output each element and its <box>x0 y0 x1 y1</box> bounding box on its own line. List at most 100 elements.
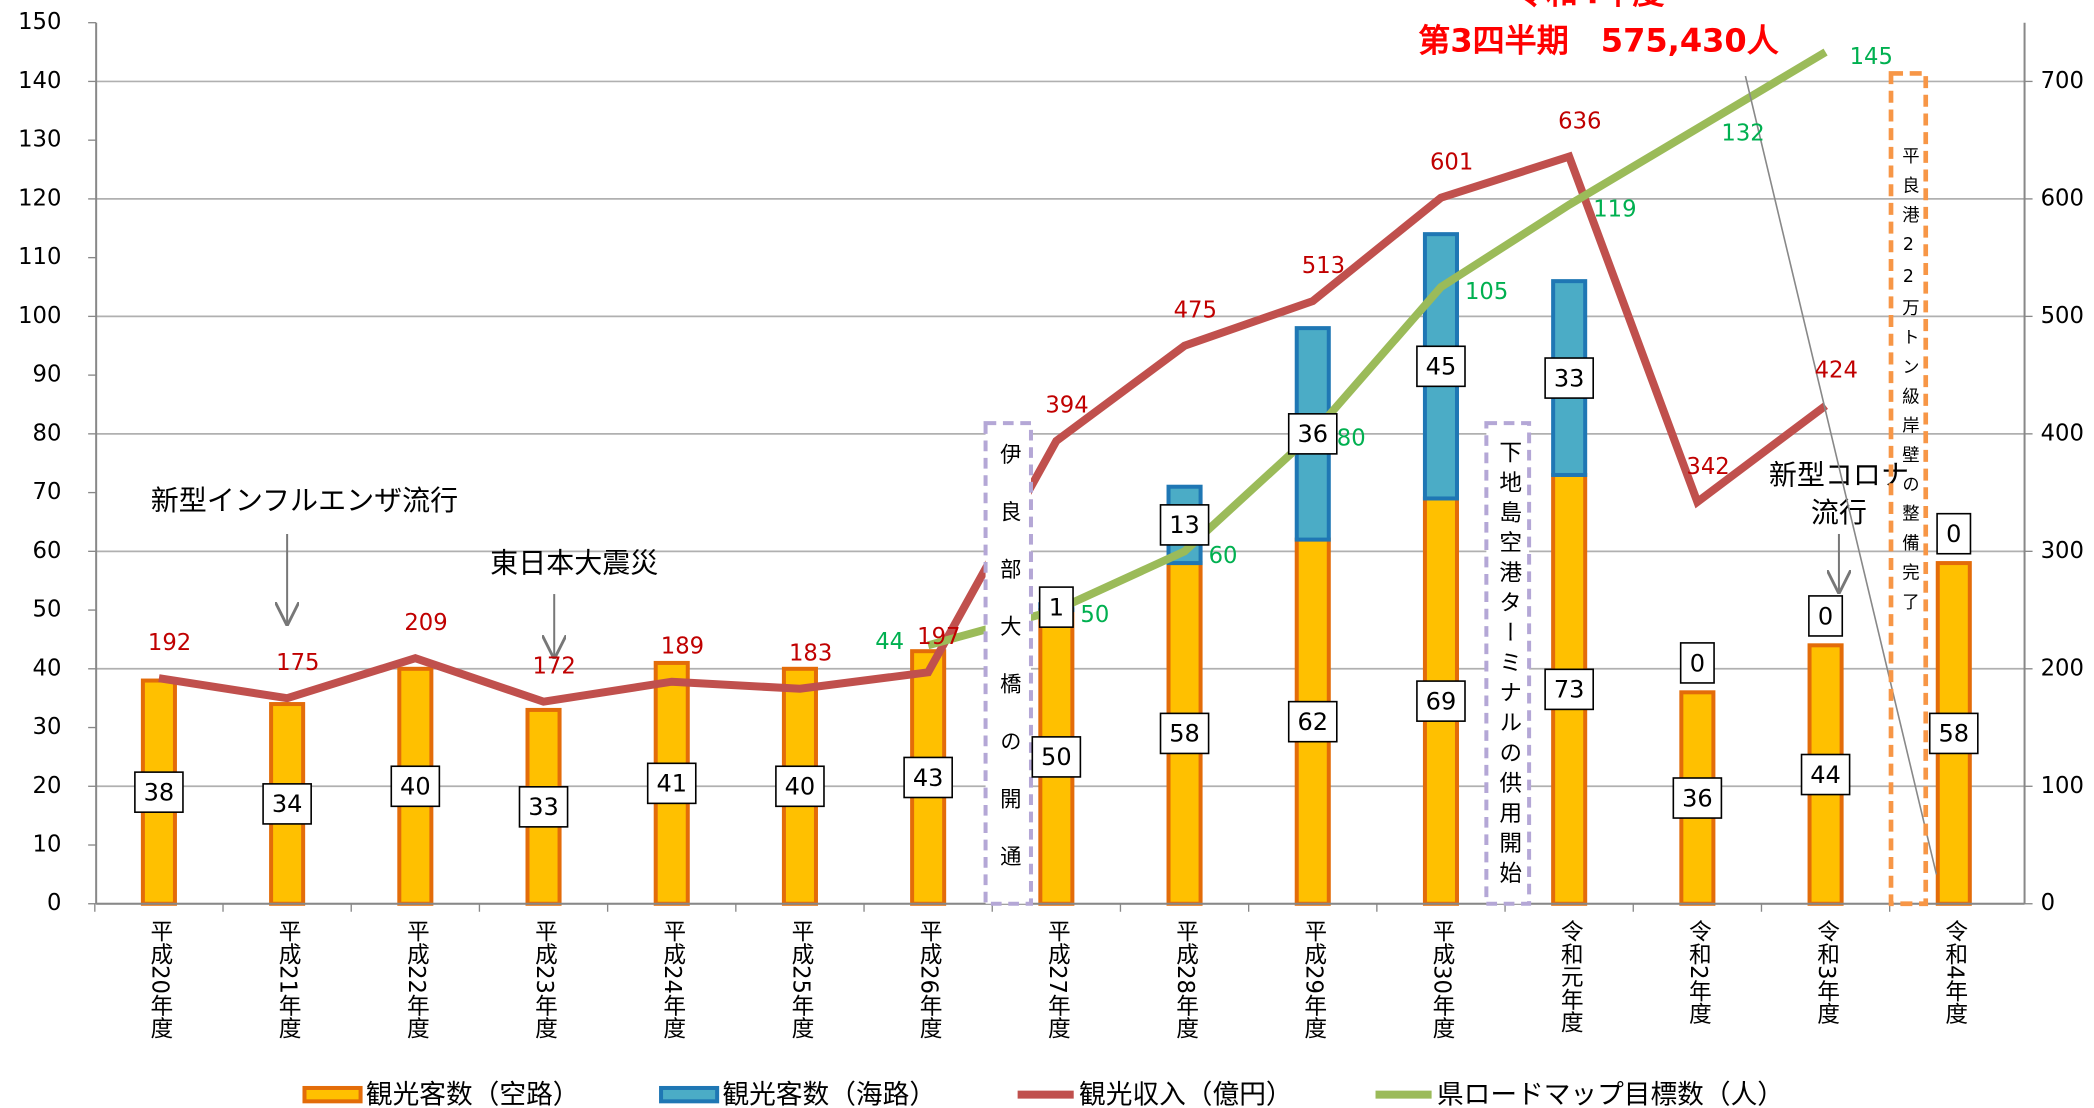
y2-tick-label: 500 <box>2041 303 2084 329</box>
value-label-box <box>775 765 825 808</box>
value-label: 41 <box>656 770 687 798</box>
value-label: 38 <box>144 778 175 806</box>
annotation: 伊良部大橋の開通 <box>996 443 1021 902</box>
y-tick-label: 110 <box>18 244 61 270</box>
y-tick-label: 60 <box>33 538 62 564</box>
value-label: 13 <box>1169 511 1200 539</box>
value-label: 44 <box>1810 761 1841 789</box>
data-label: 475 <box>1174 298 1217 324</box>
value-label-box <box>1672 777 1723 819</box>
value-label-box <box>1928 712 1979 755</box>
y2-tick-label: 700 <box>2041 68 2084 94</box>
y2-tick-label: 300 <box>2041 538 2084 564</box>
overlay: 38 34 40 33 41 40 43 50 1 58 13 62 36 69 45 73 33 36 0 44 0 5… <box>134 44 1979 907</box>
value-label: 58 <box>1169 720 1200 748</box>
y-tick-label: 80 <box>33 420 62 446</box>
line <box>927 48 1828 650</box>
value-label: 45 <box>1426 353 1457 381</box>
data-label: 50 <box>1080 602 1109 628</box>
y-tick-label: 0 <box>47 890 61 916</box>
annotation: 下地島空港ターミナルの供用開始 <box>1495 441 1521 891</box>
y-tick-label: 40 <box>33 655 62 681</box>
value-label-box <box>1679 642 1715 684</box>
x-tick-label: 令和3年度 <box>1813 920 1839 1025</box>
y-tick-label: 150 <box>18 9 61 35</box>
y-tick-label: 120 <box>18 185 61 211</box>
y-tick-label: 140 <box>18 68 61 94</box>
x-tick-label: 平成27年度 <box>1044 920 1070 1040</box>
y2-tick-label: 0 <box>2041 890 2055 916</box>
event-box <box>1888 71 1929 907</box>
value-label-box <box>903 756 953 799</box>
x-tick-label: 平成24年度 <box>659 920 685 1040</box>
legend: 観光客数（空路） 観光客数（海路） 観光収入（億円） 県ロードマップ目標数（人） <box>302 1079 1784 1108</box>
value-label-box <box>1038 586 1074 628</box>
y-tick-label: 90 <box>33 362 62 388</box>
x-tick-label: 平成22年度 <box>403 920 429 1040</box>
data-label: 209 <box>404 610 447 636</box>
data-label: 192 <box>148 630 191 656</box>
value-label-box <box>1544 668 1595 711</box>
value-label-box <box>1159 504 1210 546</box>
value-label-box <box>1287 413 1338 455</box>
grid: 0102030405060708090100110120130140150010… <box>18 9 2084 1039</box>
data-label: 197 <box>917 624 960 650</box>
x-tick-label: 令和2年度 <box>1685 920 1711 1025</box>
value-label-box <box>518 786 569 828</box>
legend-label: 観光収入（億円） <box>1079 1079 1293 1108</box>
value-label-box <box>390 765 441 808</box>
x-tick-label: 令和元年度 <box>1557 920 1583 1034</box>
data-label: 44 <box>875 629 904 655</box>
y-tick-label: 70 <box>33 479 62 505</box>
annotation: 東日本大震災 <box>490 547 658 580</box>
annotation: 第3四半期 575,430人 <box>1418 22 1778 60</box>
value-label: 43 <box>913 764 944 792</box>
data-label: 80 <box>1337 426 1366 452</box>
y-tick-label: 100 <box>18 303 61 329</box>
y-tick-label: 20 <box>33 773 62 799</box>
data-label: 601 <box>1430 150 1473 176</box>
y2-tick-label: 200 <box>2041 655 2084 681</box>
legend-label: 観光客数（空路） <box>366 1079 580 1108</box>
x-tick-label: 平成28年度 <box>1172 920 1198 1040</box>
value-label: 40 <box>400 773 431 801</box>
data-label: 145 <box>1850 44 1893 70</box>
value-label: 50 <box>1041 743 1072 771</box>
data-label: 119 <box>1593 197 1636 223</box>
x-tick-label: 平成26年度 <box>916 920 942 1040</box>
data-label: 342 <box>1686 454 1729 480</box>
value-label: 62 <box>1297 708 1328 736</box>
value-label: 0 <box>1690 649 1705 677</box>
legend-label: 県ロードマップ目標数（人） <box>1437 1079 1784 1108</box>
data-label: 513 <box>1302 253 1345 279</box>
value-label-box <box>1416 680 1466 722</box>
annotation: 流行 <box>1811 496 1867 529</box>
data-label: 175 <box>276 650 319 676</box>
y2-tick-label: 600 <box>2041 185 2084 211</box>
value-label-box <box>1808 595 1844 637</box>
value-label-box <box>1800 753 1851 796</box>
annotation: 新型インフルエンザ流行 <box>151 484 458 517</box>
value-label: 33 <box>528 793 559 821</box>
value-label-box <box>646 762 697 805</box>
value-label: 73 <box>1554 676 1585 704</box>
x-tick-label: 平成21年度 <box>275 920 301 1040</box>
data-label: 105 <box>1465 279 1508 305</box>
x-tick-label: 平成25年度 <box>787 920 813 1040</box>
value-label: 69 <box>1426 687 1457 715</box>
data-label: 132 <box>1721 120 1764 146</box>
value-label-box <box>262 783 312 825</box>
y2-tick-label: 400 <box>2041 420 2084 446</box>
value-label-box <box>1031 736 1082 778</box>
y-tick-label: 130 <box>18 127 61 153</box>
event-box <box>1484 421 1532 906</box>
annotation: 令和4年度 <box>1514 0 1664 12</box>
data-label: 424 <box>1815 357 1858 383</box>
value-label-box <box>134 771 184 813</box>
value-label-box <box>1287 700 1338 743</box>
value-label: 40 <box>785 773 816 801</box>
event-box <box>983 421 1033 906</box>
value-label: 0 <box>1946 520 1961 548</box>
x-tick-label: 平成30年度 <box>1428 920 1454 1040</box>
